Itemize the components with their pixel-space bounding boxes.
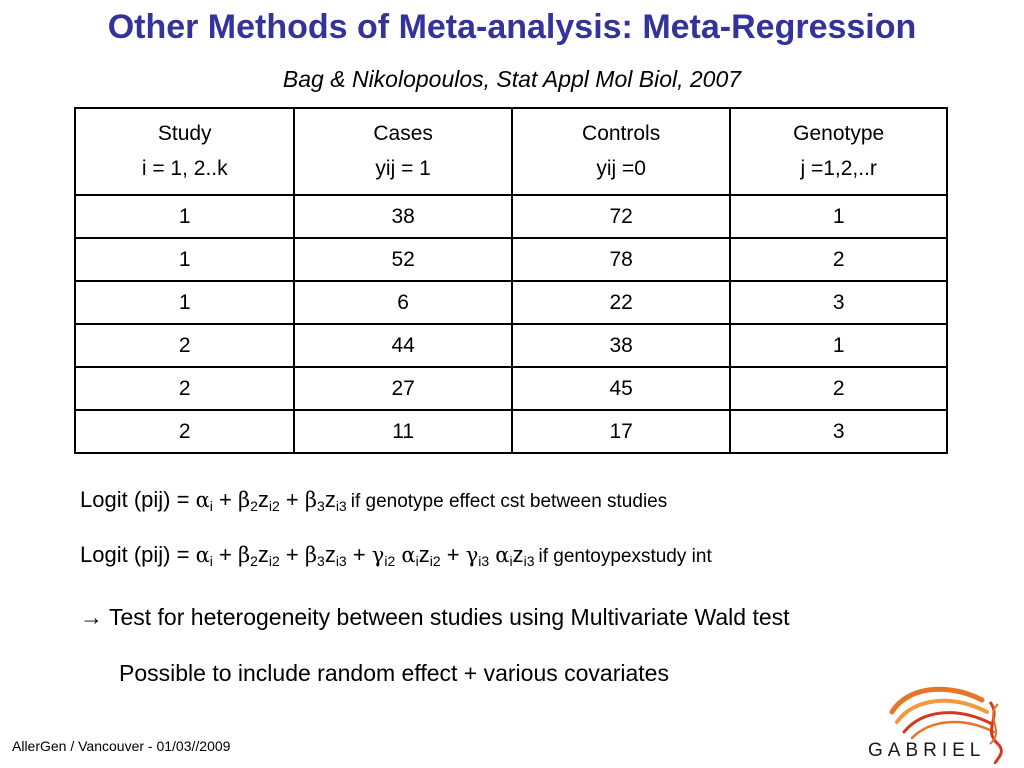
subscript: i3 (335, 498, 347, 514)
subscript: i2 (429, 553, 441, 569)
header-sublabel: yij =0 (596, 156, 646, 180)
subscript: i3 (523, 553, 535, 569)
random-effect-text: Possible to include random effect + vari… (119, 660, 669, 686)
header-row: Study i = 1, 2..k Cases yij = 1 Controls yi… (73, 107, 948, 196)
plus-sign: + (212, 542, 238, 567)
plus-sign: + (212, 487, 238, 512)
table-cell: 27 (293, 366, 513, 411)
header-label: Genotype (793, 121, 885, 145)
table-cell: 6 (293, 280, 513, 325)
beta-symbol: β (237, 488, 251, 512)
table-cell: 2 (73, 409, 296, 454)
equation-lhs: Logit (pij) (80, 487, 171, 512)
gamma-symbol: γ (465, 543, 479, 567)
z-variable: z (418, 542, 430, 567)
table-cell: 2 (73, 366, 296, 411)
beta-symbol: β (304, 488, 318, 512)
table-cell: 44 (293, 323, 513, 368)
table-cell: 11 (293, 409, 513, 454)
subscript: i3 (335, 553, 347, 569)
data-table: Study i = 1, 2..k Cases yij = 1 Controls yi… (73, 107, 948, 454)
alpha-symbol: α (195, 488, 210, 512)
header-sublabel: yij = 1 (375, 156, 431, 180)
alpha-symbol: α (401, 543, 416, 567)
equation-condition: if gentoypexstudy int (538, 546, 712, 567)
table-row: 2 27 45 2 (73, 366, 948, 411)
gabriel-logo-text: GABRIEL (868, 740, 986, 761)
table-cell: 45 (510, 366, 732, 411)
equals-sign: = (170, 487, 196, 512)
z-variable: z (257, 487, 269, 512)
table-row: 2 44 38 1 (73, 323, 948, 368)
footer-text: AllerGen / Vancouver - 01/03//2009 (12, 738, 231, 754)
table-cell: 3 (729, 280, 948, 325)
subscript: 2 (250, 553, 258, 569)
citation-subtitle: Bag & Nikolopoulos, Stat Appl Mol Biol, … (282, 66, 742, 92)
gamma-symbol: γ (371, 543, 385, 567)
header-label: Study (157, 121, 212, 145)
subscript: i2 (268, 498, 280, 514)
table-cell: 52 (293, 237, 513, 282)
table-cell: 2 (729, 366, 948, 411)
subscript: i (209, 553, 213, 569)
equation-condition: if genotype effect cst between studies (350, 491, 668, 512)
heterogeneity-test-text: → Test for heterogeneity between studies… (80, 604, 790, 630)
table-row: 1 52 78 2 (73, 237, 948, 282)
table-cell: 2 (729, 237, 948, 282)
beta-symbol: β (237, 543, 251, 567)
z-variable: z (324, 542, 336, 567)
table-row: 2 11 17 3 (73, 409, 948, 454)
plus-sign: + (346, 542, 372, 567)
table-cell: 1 (729, 323, 948, 368)
subscript: i3 (478, 553, 490, 569)
subscript: i (415, 553, 419, 569)
table-cell: 1 (73, 237, 296, 282)
z-variable: z (257, 542, 269, 567)
slide-title: Other Methods of Meta-analysis: Meta-Reg… (107, 8, 917, 46)
alpha-symbol: α (495, 543, 510, 567)
z-variable: z (512, 542, 524, 567)
subscript: 3 (317, 498, 325, 514)
header-study: Study i = 1, 2..k (73, 107, 296, 196)
subscript: i2 (384, 553, 396, 569)
table-row: 1 38 72 1 (73, 194, 948, 239)
subscript: i2 (268, 553, 280, 569)
equation-constant-effect: Logit (pij) = αi + β2zi2 + β3zi3 if genot… (80, 487, 667, 513)
beta-symbol: β (304, 543, 318, 567)
table-cell: 1 (73, 194, 296, 239)
table-cell: 3 (729, 409, 948, 454)
subscript: 2 (250, 498, 258, 514)
header-sublabel: i = 1, 2..k (141, 156, 228, 180)
equation-interaction: Logit (pij) = αi + β2zi2 + β3zi3 + γi2 α… (80, 542, 712, 568)
table-cell: 2 (73, 323, 296, 368)
z-variable: z (324, 487, 336, 512)
equals-sign: = (170, 542, 196, 567)
dna-swirl-icon (889, 686, 1003, 764)
table-cell: 38 (510, 323, 732, 368)
table-cell: 22 (510, 280, 732, 325)
header-controls: Controls yij =0 (510, 107, 732, 196)
table-cell: 1 (729, 194, 948, 239)
table-cell: 72 (510, 194, 732, 239)
table-row: 1 6 22 3 (73, 280, 948, 325)
table-cell: 1 (73, 280, 296, 325)
table-cell: 78 (510, 237, 732, 282)
subscript: i (509, 553, 513, 569)
plus-sign: + (279, 487, 305, 512)
plus-sign: + (279, 542, 305, 567)
table-cell: 38 (293, 194, 513, 239)
header-label: Cases (373, 121, 433, 145)
header-sublabel: j =1,2,..r (800, 156, 877, 180)
subscript: i (209, 498, 213, 514)
subscript: 3 (317, 553, 325, 569)
table-cell: 17 (510, 409, 732, 454)
header-label: Controls (582, 121, 661, 145)
header-cases: Cases yij = 1 (293, 107, 513, 196)
equation-lhs: Logit (pij) (80, 542, 171, 567)
alpha-symbol: α (195, 543, 210, 567)
header-genotype: Genotype j =1,2,..r (729, 107, 948, 196)
plus-sign: + (440, 542, 466, 567)
